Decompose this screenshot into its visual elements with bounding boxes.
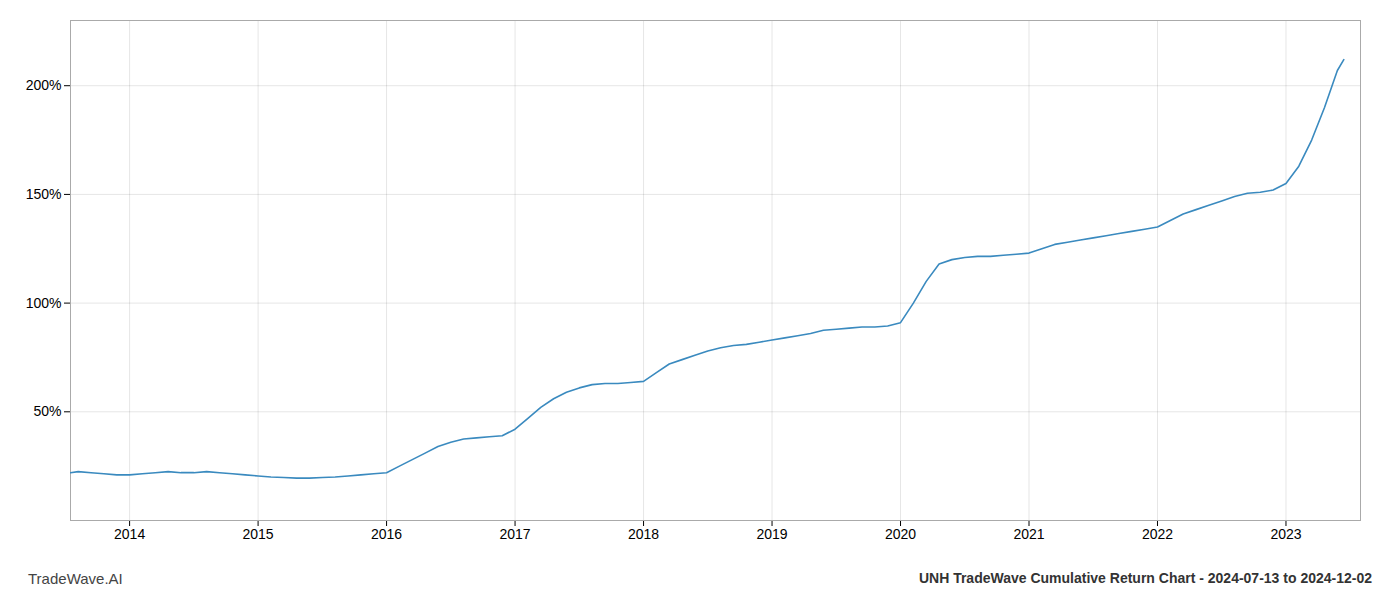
svg-text:100%: 100%	[26, 295, 62, 311]
html-text:UNH TradeWave Cumulative Retur: UNH TradeWave Cumulative Return Chart - …	[918, 570, 1372, 586]
svg-text:2019: 2019	[756, 526, 787, 542]
svg-text:2017: 2017	[499, 526, 530, 542]
svg-text:2023: 2023	[1270, 526, 1301, 542]
html-text:TradeWave.AI: TradeWave.AI	[28, 569, 123, 587]
svg-text:150%: 150%	[26, 186, 62, 202]
svg-text:2016: 2016	[371, 526, 402, 542]
svg-text:2020: 2020	[885, 526, 916, 542]
svg-text:50%: 50%	[33, 403, 61, 419]
svg-text:200%: 200%	[26, 77, 62, 93]
svg-text:2018: 2018	[628, 526, 659, 542]
svg-text:2021: 2021	[1013, 526, 1044, 542]
svg-text:2022: 2022	[1142, 526, 1173, 542]
svg-text:2014: 2014	[114, 526, 145, 542]
svg-text:2015: 2015	[243, 526, 274, 542]
